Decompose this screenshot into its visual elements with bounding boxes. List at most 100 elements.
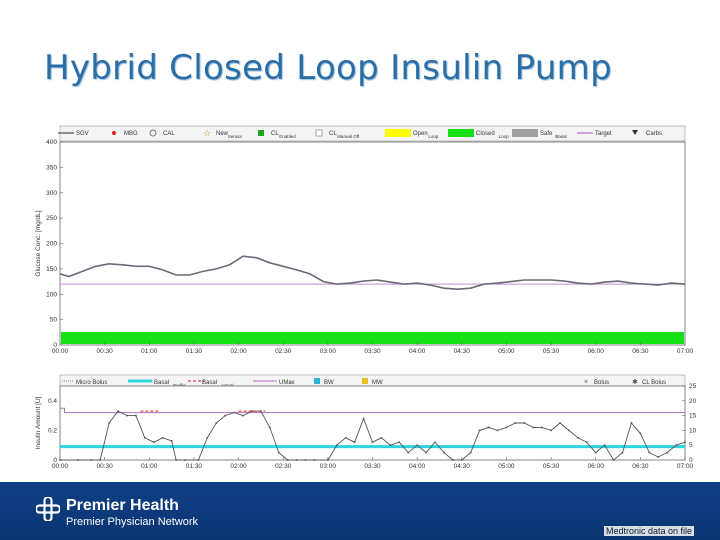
micro-bolus-point <box>269 426 271 429</box>
y-tick-label: 400 <box>46 139 57 146</box>
x-tick-label: 04:30 <box>454 463 471 470</box>
legend-marker <box>362 378 368 384</box>
y-axis-label: Glucose Conc. [mg/dL] <box>35 210 42 276</box>
micro-bolus-point <box>161 437 164 439</box>
legend-label: Target <box>595 131 612 137</box>
legend-marker <box>314 378 320 384</box>
micro-bolus-point <box>90 459 93 461</box>
micro-bolus-point <box>277 451 280 454</box>
micro-bolus-point <box>425 451 427 454</box>
legend-label: Carbs <box>646 131 662 137</box>
x-tick-label: 06:30 <box>632 463 649 470</box>
x-tick-label: 02:00 <box>230 348 247 355</box>
x-tick-label: 05:00 <box>498 348 515 355</box>
legend-marker <box>448 129 474 137</box>
micro-bolus-point <box>568 429 570 432</box>
micro-bolus-point <box>233 411 235 414</box>
micro-bolus-point <box>371 441 374 444</box>
micro-bolus-point <box>541 426 543 429</box>
x-tick-label: 01:00 <box>141 463 158 470</box>
micro-bolus-point <box>295 459 298 461</box>
x-tick-label: 04:00 <box>409 463 426 470</box>
x-tick-label: 00:30 <box>97 463 114 470</box>
legend-marker <box>512 129 538 137</box>
micro-bolus-point <box>487 426 490 429</box>
legend-label: Basal <box>154 380 169 386</box>
x-tick-label: 07:00 <box>677 348 694 355</box>
micro-bolus-point <box>621 451 624 454</box>
y-tick-label: 0 <box>53 342 57 349</box>
sgv-line <box>59 255 686 291</box>
x-tick-label: 03:00 <box>320 348 337 355</box>
micro-bolus-point <box>434 441 436 444</box>
micro-bolus-point <box>335 444 338 446</box>
y-tick-label: 0.4 <box>48 398 57 405</box>
x-tick-label: 06:00 <box>588 348 605 355</box>
brand-name: Premier Health <box>66 497 179 514</box>
legend-marker <box>149 129 157 137</box>
y2-tick-label: 0 <box>689 457 693 464</box>
micro-bolus-point <box>550 429 552 432</box>
micro-bolus-point <box>612 459 615 461</box>
legend-label: Safe <box>540 131 553 137</box>
micro-bolus-point <box>99 459 101 461</box>
plot-frame <box>59 141 686 346</box>
x-tick-label: 04:30 <box>454 348 471 355</box>
premier-health-cross-logo-icon <box>36 497 60 521</box>
page-title: Hybrid Closed Loop Insulin Pump <box>44 48 612 88</box>
x-tick-label: 03:00 <box>320 463 337 470</box>
y2-tick-label: 5 <box>689 442 693 449</box>
y-tick-label: 150 <box>46 266 57 273</box>
footer-bar <box>0 482 720 540</box>
legend-sublabel: Loop <box>428 134 439 139</box>
x-tick-label: 07:00 <box>677 463 694 470</box>
x-tick-label: 01:00 <box>141 348 158 355</box>
micro-bolus-point <box>362 417 365 420</box>
micro-bolus-point <box>505 426 508 429</box>
x-tick-label: 04:00 <box>409 348 426 355</box>
umax-line <box>60 407 685 414</box>
x-tick-label: 00:00 <box>52 348 69 355</box>
x-tick-label: 03:30 <box>364 348 381 355</box>
y-tick-label: 300 <box>46 190 57 197</box>
y-tick-label: 200 <box>46 241 57 248</box>
micro-bolus-point <box>224 414 226 417</box>
y-tick-label: 50 <box>50 317 58 324</box>
micro-bolus-point <box>478 429 481 432</box>
x-tick-label: 06:30 <box>632 348 649 355</box>
micro-bolus-point <box>126 414 128 417</box>
micro-bolus-point <box>184 459 186 461</box>
y-tick-label: 100 <box>46 291 57 298</box>
micro-bolus-point <box>496 429 499 432</box>
micro-bolus-point <box>304 459 307 461</box>
legend-marker <box>315 129 323 137</box>
legend-sublabel: Sensor <box>228 134 243 139</box>
micro-bolus-point <box>286 459 289 461</box>
micro-bolus-point <box>675 444 677 446</box>
legend-label: BW <box>324 380 334 386</box>
micro-bolus-point <box>353 441 356 444</box>
y2-tick-label: 25 <box>689 383 697 390</box>
x-tick-label: 05:00 <box>498 463 515 470</box>
micro-bolus-point <box>344 437 347 439</box>
micro-bolus-point <box>577 437 579 439</box>
micro-bolus-point <box>215 422 218 424</box>
legend-marker: ✱ <box>632 378 638 386</box>
micro-bolus-point <box>175 459 177 461</box>
x-tick-label: 02:00 <box>230 463 247 470</box>
x-tick-label: 01:30 <box>186 348 203 355</box>
insulin-pump-charts: SGV MBG CAL ☆ New Sensor CL Enabled CL Manual Off… <box>35 125 697 470</box>
micro-bolus-point <box>666 451 668 454</box>
plot-frame <box>59 385 686 461</box>
micro-bolus-point <box>523 422 526 424</box>
micro-bolus-point <box>206 437 209 439</box>
legend-sublabel: Enabled <box>279 134 296 139</box>
legend-label: CL <box>329 131 337 137</box>
brand-subtitle: Premier Physician Network <box>66 516 199 528</box>
legend-marker <box>112 131 116 135</box>
micro-bolus-point <box>242 414 244 417</box>
x-tick-label: 05:30 <box>543 348 560 355</box>
micro-bolus-point <box>389 444 392 446</box>
y2-tick-label: 10 <box>689 427 697 434</box>
micro-bolus-point <box>152 441 155 444</box>
